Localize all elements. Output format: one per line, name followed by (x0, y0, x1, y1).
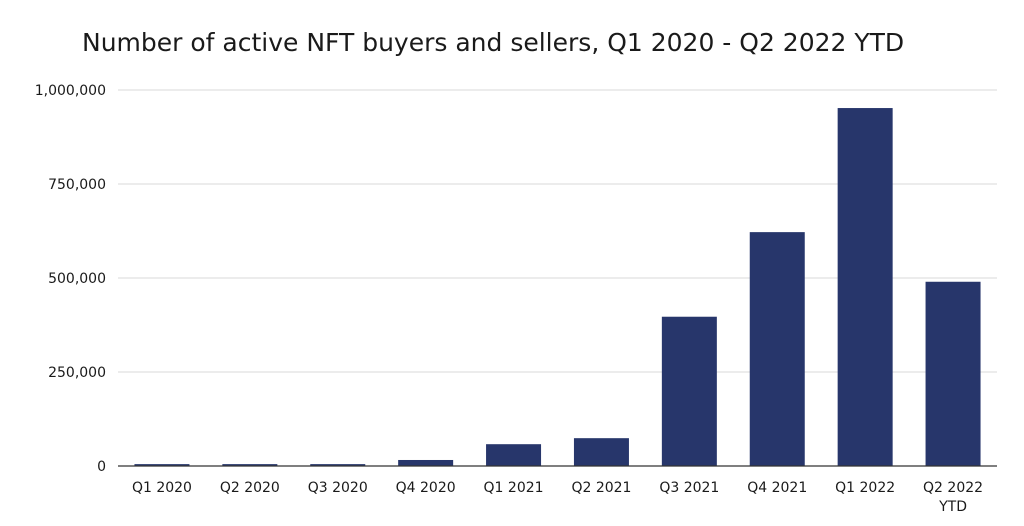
x-tick-label: Q3 2021 (659, 480, 719, 496)
x-tick-label: Q4 2021 (747, 480, 807, 496)
y-axis-tick-labels: 0 250,000 500,000 750,000 1,000,000 (35, 83, 106, 475)
x-tick-label: Q2 2022 (923, 480, 983, 496)
x-tick-label: Q2 2020 (220, 480, 280, 496)
x-axis-category-labels: Q1 2020 Q2 2020 Q3 2020 Q4 2020 Q1 2021 Q2 20… (132, 480, 983, 515)
y-tick-label: 1,000,000 (35, 83, 106, 99)
x-tick-label: Q1 2022 (835, 480, 895, 496)
x-tick-label: Q2 2021 (571, 480, 631, 496)
bar (573, 438, 629, 466)
y-tick-label: 500,000 (48, 271, 106, 287)
y-tick-label: 250,000 (48, 365, 106, 381)
bar (749, 232, 805, 466)
y-tick-label: 750,000 (48, 177, 106, 193)
bar (661, 316, 717, 466)
bars (134, 108, 981, 466)
bar (222, 464, 278, 466)
x-tick-label: Q1 2021 (484, 480, 544, 496)
bar (486, 444, 542, 466)
bar (310, 464, 366, 466)
x-tick-label: YTD (938, 499, 967, 515)
bar (398, 459, 454, 466)
chart-title: Number of active NFT buyers and sellers,… (82, 28, 905, 57)
x-tick-label: Q4 2020 (396, 480, 456, 496)
bar (925, 281, 981, 466)
x-tick-label: Q3 2020 (308, 480, 368, 496)
bar (134, 464, 190, 466)
y-tick-label: 0 (97, 459, 106, 475)
bar (837, 108, 893, 466)
x-tick-label: Q1 2020 (132, 480, 192, 496)
